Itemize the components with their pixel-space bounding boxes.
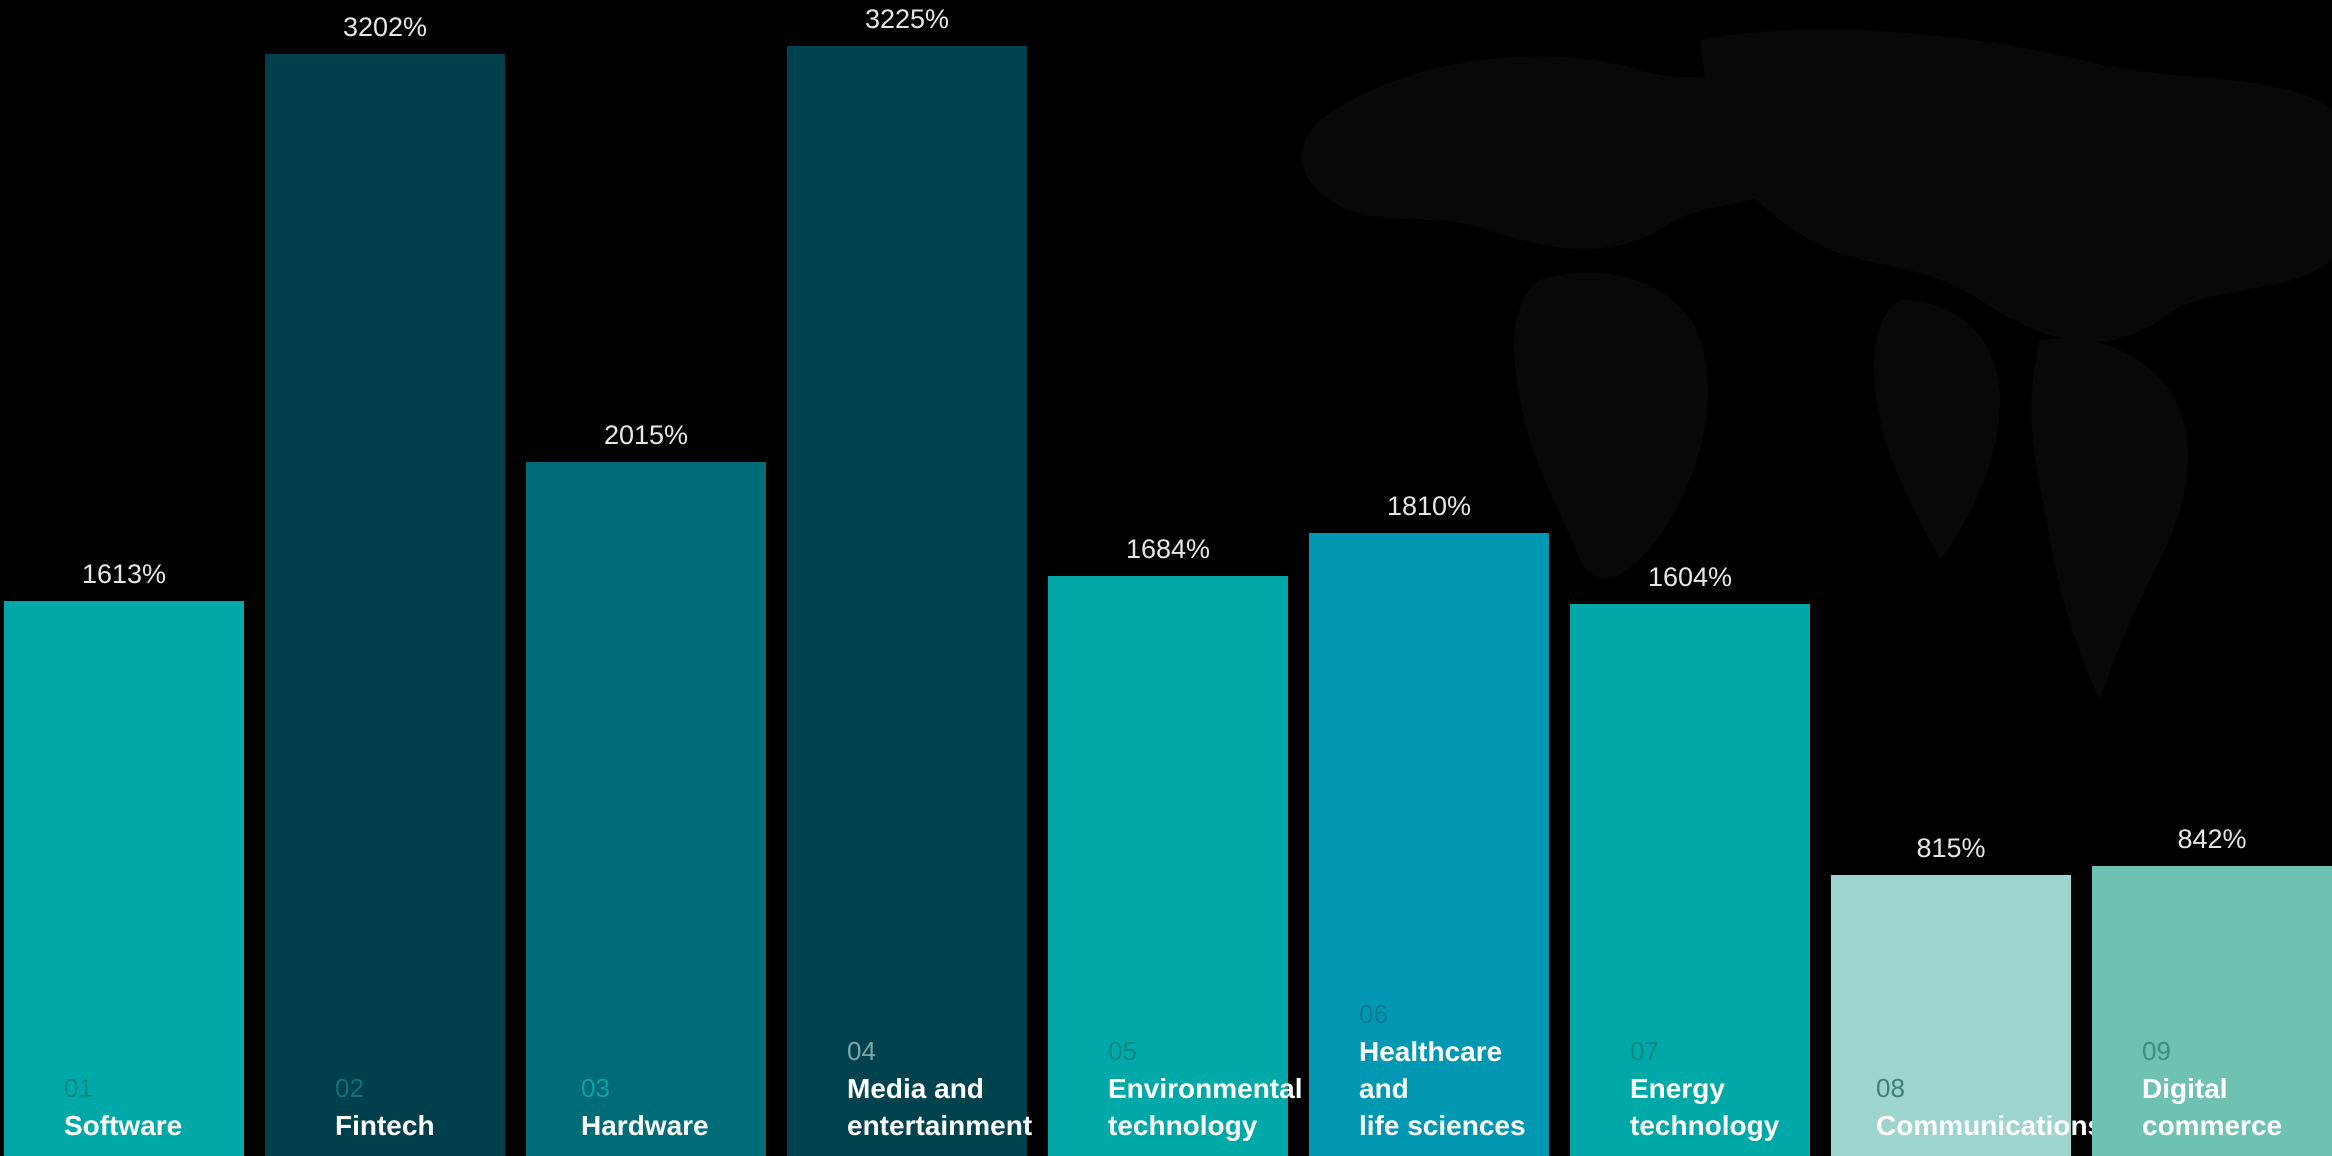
category-label-02: 02 Fintech (335, 1070, 505, 1156)
category-number: 09 (2142, 1036, 2171, 1066)
category-number: 04 (847, 1036, 876, 1066)
bar-03 (526, 462, 766, 1156)
category-number: 08 (1876, 1073, 1905, 1103)
category-name: Communications (1876, 1110, 2104, 1141)
bar-01 (4, 601, 244, 1156)
category-name: Energy technology (1630, 1073, 1780, 1141)
value-label-01: 1613% (81, 559, 167, 589)
bar-07 (1570, 604, 1810, 1156)
category-name: Healthcare and life sciences (1359, 1036, 1526, 1141)
category-label-03: 03 Hardware (581, 1070, 766, 1156)
category-number: 06 (1359, 999, 1388, 1029)
category-name: Environmental technology (1108, 1073, 1303, 1141)
category-name: Media and entertainment (847, 1073, 1033, 1141)
category-label-07: 07 Energy technology (1630, 1033, 1810, 1156)
bar-05 (1048, 576, 1288, 1156)
category-label-05: 05 Environmental technology (1108, 1033, 1303, 1156)
category-label-01: 01 Software (64, 1070, 244, 1156)
category-name: Hardware (581, 1110, 709, 1141)
category-label-09: 09 Digital commerce (2142, 1033, 2332, 1156)
value-label-05: 1684% (1125, 534, 1211, 564)
map-region-africa (1514, 272, 1709, 579)
map-region-india (1874, 300, 2000, 560)
category-label-04: 04 Media and entertainment (847, 1033, 1033, 1156)
map-region-asia (1700, 29, 2332, 342)
value-label-09: 842% (2177, 824, 2247, 854)
bar-09 (2092, 866, 2332, 1156)
category-name: Software (64, 1110, 183, 1141)
bar-04 (787, 46, 1027, 1156)
value-label-02: 3202% (342, 12, 428, 42)
category-number: 01 (64, 1073, 93, 1103)
category-name: Digital commerce (2142, 1073, 2283, 1141)
value-label-04: 3225% (864, 4, 950, 34)
category-number: 07 (1630, 1036, 1659, 1066)
map-region-europe (1301, 56, 1830, 249)
bar-02 (265, 54, 505, 1156)
bar-08 (1831, 875, 2071, 1156)
value-label-07: 1604% (1647, 562, 1733, 592)
category-number: 05 (1108, 1036, 1137, 1066)
value-label-08: 815% (1916, 833, 1986, 863)
category-number: 02 (335, 1073, 364, 1103)
value-label-03: 2015% (603, 420, 689, 450)
world-map-background (1301, 29, 2332, 700)
map-region-southeast-asia (2031, 338, 2189, 700)
category-label-06: 06 Healthcare and life sciences (1359, 996, 1549, 1156)
bar-06 (1309, 533, 1549, 1156)
category-name: Fintech (335, 1110, 435, 1141)
category-number: 03 (581, 1073, 610, 1103)
category-label-08: 08 Communications (1876, 1070, 2104, 1156)
value-label-06: 1810% (1386, 491, 1472, 521)
